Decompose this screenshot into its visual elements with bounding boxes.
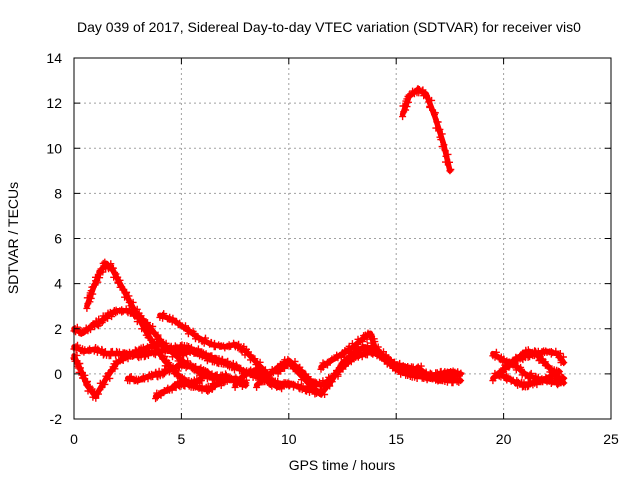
chart-title: Day 039 of 2017, Sidereal Day-to-day VTE… — [77, 19, 581, 35]
y-axis-label: SDTVAR / TECUs — [5, 182, 21, 294]
y-tick-label: -2 — [50, 411, 63, 427]
x-tick-label: 20 — [496, 431, 512, 447]
x-tick-label: 15 — [388, 431, 404, 447]
x-tick-labels: 0 5 10 15 20 25 — [70, 431, 619, 447]
x-tick-label: 0 — [70, 431, 78, 447]
series-markers-arc-7 — [152, 374, 250, 403]
point-markers — [70, 85, 568, 403]
x-tick-label: 5 — [178, 431, 186, 447]
series-markers-arc-16 — [495, 366, 563, 391]
series-markers-arc-11 — [317, 329, 422, 375]
x-tick-label: 25 — [603, 431, 619, 447]
series-markers-arc-12 — [399, 85, 455, 175]
y-tick-label: 10 — [46, 140, 62, 156]
y-tick-label: 12 — [46, 95, 62, 111]
y-tick-label: 8 — [54, 185, 62, 201]
axis-ticks — [73, 57, 612, 420]
y-tick-labels: -2 0 2 4 6 8 10 12 14 — [46, 50, 62, 427]
y-tick-label: 2 — [54, 321, 62, 337]
x-axis-label: GPS time / hours — [289, 457, 396, 473]
series-markers-arc-6 — [124, 361, 228, 385]
series-markers-arc-17 — [500, 346, 568, 387]
series-markers-arc-4 — [156, 310, 271, 378]
y-tick-label: 6 — [54, 231, 62, 247]
y-tick-label: 4 — [54, 276, 62, 292]
y-tick-label: 0 — [54, 366, 62, 382]
series-markers-arc-13 — [414, 362, 465, 385]
y-tick-label: 14 — [46, 50, 62, 66]
x-tick-label: 10 — [281, 431, 297, 447]
